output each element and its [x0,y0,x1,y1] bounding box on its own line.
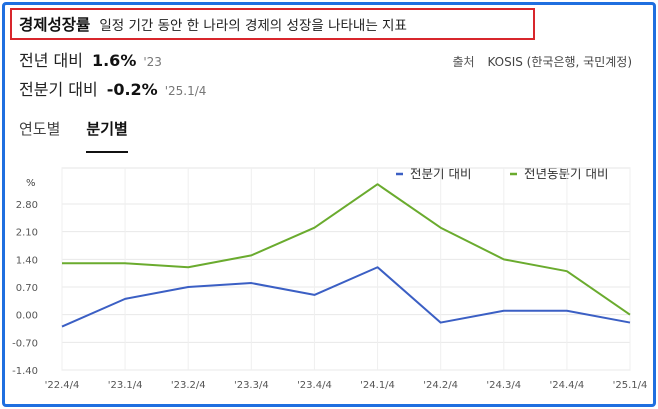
x-tick-label: '24.2/4 [423,380,458,391]
x-tick-label: '22.4/4 [45,380,80,391]
y-tick-label: 2.80 [16,200,38,211]
stat-quarterly-period: '25.1/4 [164,84,207,98]
source-name[interactable]: KOSIS (한국은행, 국민계정) [487,55,632,69]
y-axis-ticks: 2.80 2.10 1.40 0.70 0.00 -0.70 -1.40 [12,200,38,377]
x-tick-label: '23.1/4 [108,380,143,391]
title-box: 경제성장률 일정 기간 동안 한 나라의 경제의 성장을 나타내는 지표 [10,8,535,40]
x-tick-label: '24.1/4 [360,380,395,391]
page-title: 경제성장률 [19,16,91,34]
line-chart: 전분기 대비 전년동분기 대비 % 2.802.101.400.700.00-0.… [12,166,648,391]
stat-quarterly-value: -0.2% [106,80,158,99]
x-tick-label: '23.2/4 [171,380,206,391]
source-info: 출처 KOSIS (한국은행, 국민계정) [453,53,632,70]
legend-label[interactable]: 전년동분기 대비 [524,166,608,181]
stat-yearly-value: 1.6% [91,51,137,70]
data-point[interactable] [501,257,506,262]
data-point[interactable] [186,285,191,290]
chart-grid [61,167,631,371]
data-point[interactable] [60,324,65,329]
data-point[interactable] [375,265,380,270]
y-axis-label: % [26,178,36,189]
data-point[interactable] [438,225,443,230]
stat-yearly-label: 전년 대비 [19,51,83,70]
data-point[interactable] [628,320,633,325]
y-tick-label: 1.40 [16,255,38,266]
page-description: 일정 기간 동안 한 나라의 경제의 성장을 나타내는 지표 [99,18,407,34]
data-point[interactable] [249,253,254,258]
x-tick-label: '23.4/4 [297,380,332,391]
x-tick-label: '23.3/4 [234,380,269,391]
tab-quarterly[interactable]: 분기별 [86,118,128,153]
data-point[interactable] [564,308,569,313]
y-tick-label: 0.00 [16,311,38,322]
plot-area [61,167,631,371]
x-tick-label: '24.4/4 [550,380,585,391]
y-tick-label: -1.40 [12,366,38,377]
stat-quarterly: 전분기 대비 -0.2% '25.1/4 [19,76,206,100]
x-axis-ticks: '22.4/4 '23.1/4 '23.2/4 '23.3/4 '23.4/4 '24.1… [45,380,648,391]
data-point[interactable] [438,320,443,325]
data-point[interactable] [123,261,128,266]
data-point[interactable] [564,269,569,274]
y-tick-label: -0.70 [12,338,38,349]
data-point[interactable] [312,292,317,297]
period-tabs: 연도별 분기별 [19,118,154,153]
data-point[interactable] [312,225,317,230]
stat-yearly-period: '23 [143,55,162,69]
data-point[interactable] [628,312,633,317]
y-tick-label: 0.70 [16,283,38,294]
data-point[interactable] [501,308,506,313]
x-tick-label: '24.3/4 [486,380,521,391]
stat-quarterly-label: 전분기 대비 [19,80,98,99]
tab-yearly[interactable]: 연도별 [19,120,61,138]
x-tick-label: '25.1/4 [613,380,648,391]
source-label: 출처 [452,55,475,69]
data-point[interactable] [186,265,191,270]
series-line-1[interactable] [62,183,631,316]
stat-yearly: 전년 대비 1.6% '23 [19,47,162,71]
data-point[interactable] [123,296,128,301]
series-line-0[interactable] [61,266,631,328]
data-point[interactable] [375,182,380,187]
data-point[interactable] [249,281,254,286]
chart-series [60,182,633,329]
y-tick-label: 2.10 [16,228,38,239]
data-point[interactable] [60,261,65,266]
